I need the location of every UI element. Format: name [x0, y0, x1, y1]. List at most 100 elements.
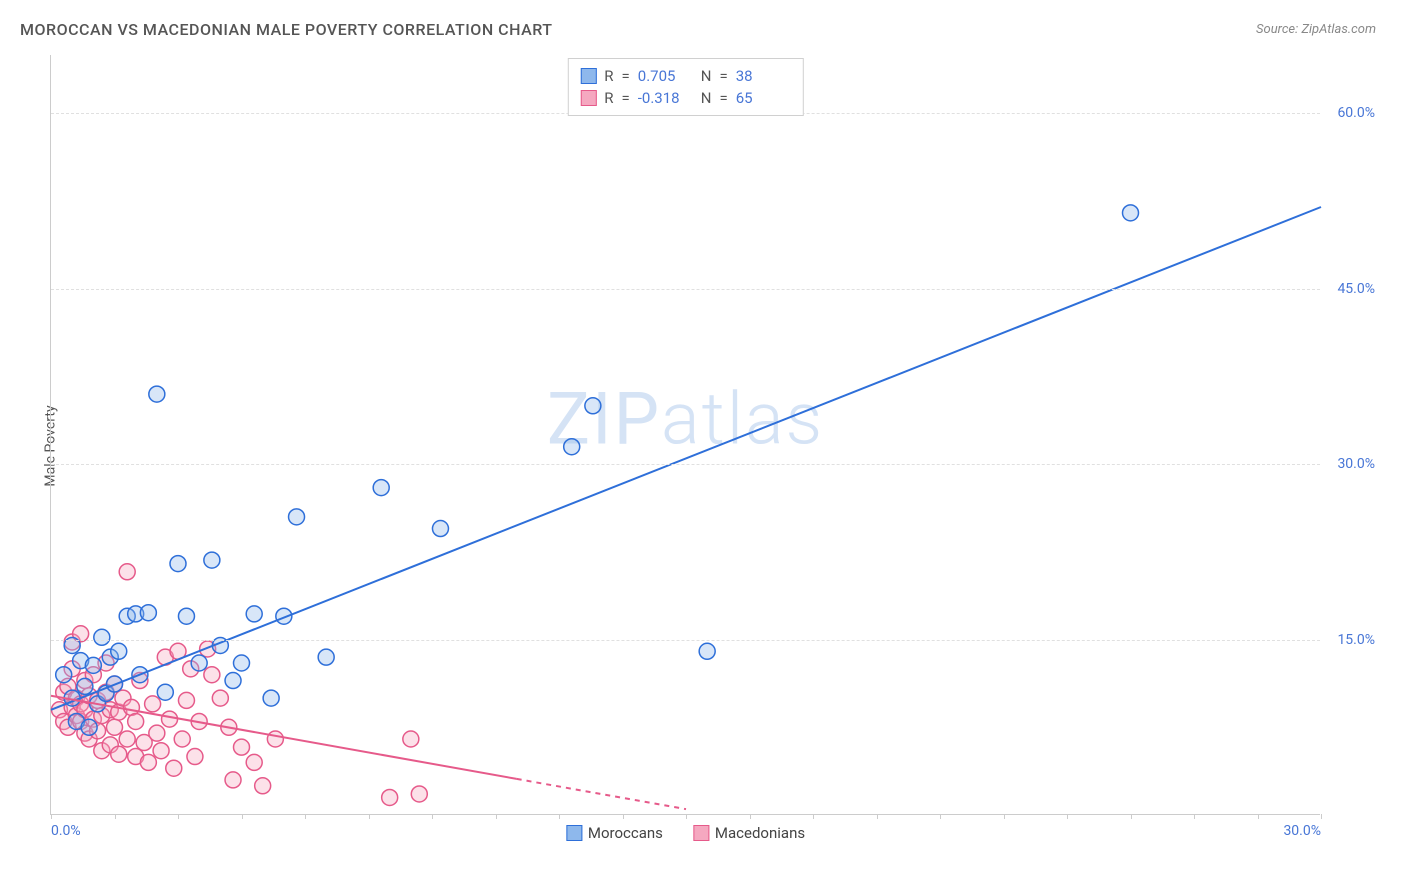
- scatter-point: [166, 760, 182, 776]
- xtick-label: 30.0%: [1283, 823, 1321, 839]
- scatter-point: [564, 439, 580, 455]
- xtick-mark: [559, 814, 560, 819]
- scatter-point: [191, 655, 207, 671]
- scatter-point: [585, 398, 601, 414]
- scatter-point: [77, 678, 93, 694]
- scatter-point: [174, 731, 190, 747]
- scatter-point: [699, 643, 715, 659]
- scatter-point: [128, 713, 144, 729]
- scatter-point: [432, 521, 448, 537]
- xtick-mark: [242, 814, 243, 819]
- scatter-point: [94, 629, 110, 645]
- xtick-mark: [750, 814, 751, 819]
- scatter-point: [149, 386, 165, 402]
- ytick-label: 45.0%: [1337, 281, 1375, 297]
- swatch-moroccans-icon: [580, 68, 596, 84]
- scatter-point: [263, 690, 279, 706]
- xtick-mark: [940, 814, 941, 819]
- stats-row-macedonians: R = -0.318 N = 65: [580, 87, 790, 109]
- scatter-point: [111, 643, 127, 659]
- scatter-point: [153, 743, 169, 759]
- scatter-point: [267, 731, 283, 747]
- scatter-point: [246, 606, 262, 622]
- source-name: ZipAtlas.com: [1301, 22, 1376, 37]
- plot-area: ZIPatlas R = 0.705 N = 38 R = -0.318 N =…: [50, 55, 1320, 815]
- swatch-macedonians-icon: [693, 825, 709, 841]
- scatter-point: [111, 746, 127, 762]
- swatch-moroccans-icon: [566, 825, 582, 841]
- ytick-label: 15.0%: [1337, 632, 1375, 648]
- scatter-point: [178, 692, 194, 708]
- swatch-macedonians-icon: [580, 90, 596, 106]
- xtick-mark: [1194, 814, 1195, 819]
- stat-n-value-moroccans: 38: [736, 67, 791, 85]
- plot-svg: [51, 55, 1320, 814]
- scatter-point: [107, 719, 123, 735]
- source-prefix: Source:: [1256, 22, 1301, 37]
- scatter-point: [85, 657, 101, 673]
- scatter-point: [1123, 205, 1139, 221]
- equals-sign: =: [719, 89, 727, 107]
- xtick-mark: [813, 814, 814, 819]
- scatter-point: [119, 564, 135, 580]
- scatter-point: [246, 754, 262, 770]
- xtick-mark: [686, 814, 687, 819]
- scatter-point: [318, 649, 334, 665]
- scatter-point: [140, 605, 156, 621]
- scatter-point: [403, 731, 419, 747]
- xtick-mark: [1321, 814, 1322, 819]
- equals-sign: =: [622, 89, 630, 107]
- scatter-point: [178, 608, 194, 624]
- stat-n-value-macedonians: 65: [736, 89, 791, 107]
- stats-row-moroccans: R = 0.705 N = 38: [580, 65, 790, 87]
- stat-r-value-macedonians: -0.318: [638, 89, 693, 107]
- footer-legend-macedonians: Macedonians: [693, 824, 805, 842]
- scatter-point: [145, 696, 161, 712]
- stats-legend: R = 0.705 N = 38 R = -0.318 N = 65: [567, 58, 803, 116]
- scatter-point: [204, 667, 220, 683]
- scatter-point: [234, 655, 250, 671]
- scatter-point: [170, 556, 186, 572]
- stat-r-label: R: [604, 67, 613, 85]
- scatter-point: [225, 673, 241, 689]
- scatter-point: [204, 552, 220, 568]
- scatter-point: [157, 684, 173, 700]
- footer-legend-label-moroccans: Moroccans: [588, 824, 663, 842]
- scatter-point: [225, 772, 241, 788]
- equals-sign: =: [719, 67, 727, 85]
- xtick-mark: [1004, 814, 1005, 819]
- chart-container: ZIPatlas R = 0.705 N = 38 R = -0.318 N =…: [50, 55, 1380, 845]
- xtick-mark: [1131, 814, 1132, 819]
- scatter-point: [119, 731, 135, 747]
- scatter-point: [289, 509, 305, 525]
- scatter-point: [255, 778, 271, 794]
- footer-legend-moroccans: Moroccans: [566, 824, 663, 842]
- scatter-point: [234, 739, 250, 755]
- scatter-point: [56, 667, 72, 683]
- scatter-point: [411, 786, 427, 802]
- source-attribution: Source: ZipAtlas.com: [1256, 22, 1376, 37]
- xtick-mark: [51, 814, 52, 819]
- stat-n-label: N: [701, 89, 712, 107]
- xtick-mark: [305, 814, 306, 819]
- chart-title: MOROCCAN VS MACEDONIAN MALE POVERTY CORR…: [20, 20, 552, 39]
- xtick-mark: [1258, 814, 1259, 819]
- grid-line: [51, 464, 1320, 465]
- scatter-point: [373, 480, 389, 496]
- trend-line: [51, 207, 1321, 710]
- grid-line: [51, 289, 1320, 290]
- trend-line-dashed: [517, 779, 686, 809]
- xtick-mark: [877, 814, 878, 819]
- xtick-mark: [432, 814, 433, 819]
- xtick-label: 0.0%: [51, 823, 81, 839]
- xtick-mark: [623, 814, 624, 819]
- grid-line: [51, 640, 1320, 641]
- stat-r-value-moroccans: 0.705: [638, 67, 693, 85]
- ytick-label: 30.0%: [1337, 456, 1375, 472]
- scatter-point: [212, 690, 228, 706]
- equals-sign: =: [622, 67, 630, 85]
- scatter-point: [149, 725, 165, 741]
- scatter-point: [140, 754, 156, 770]
- scatter-point: [162, 711, 178, 727]
- scatter-point: [382, 789, 398, 805]
